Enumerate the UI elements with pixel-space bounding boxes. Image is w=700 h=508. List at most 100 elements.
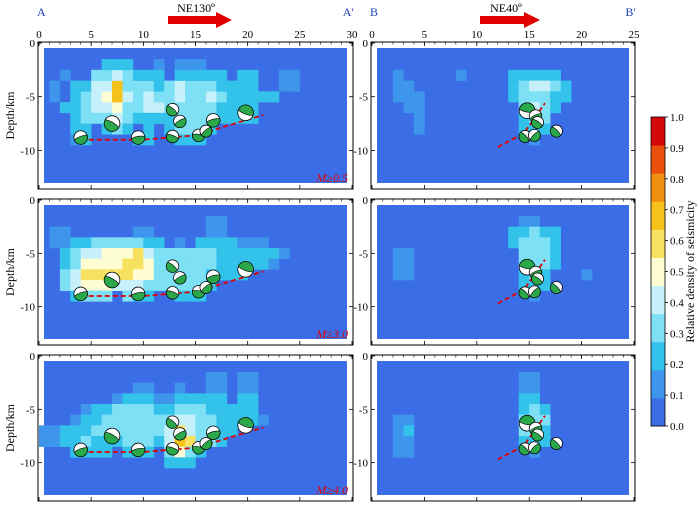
heat-cell — [518, 123, 530, 135]
heat-cell — [70, 436, 82, 447]
heat-cell — [132, 425, 144, 437]
panel-1-1: 0 -5 -10 — [353, 195, 636, 346]
heat-cell — [518, 69, 530, 81]
heat-cell — [101, 102, 113, 114]
x-tick-label: 15 — [524, 29, 536, 41]
beachball — [173, 114, 187, 129]
heat-cell — [392, 91, 404, 103]
beachball — [206, 113, 221, 128]
heat-cell — [91, 404, 102, 415]
heat-cell — [59, 425, 71, 437]
heat-cell — [112, 404, 123, 415]
heat-cell — [185, 112, 196, 124]
beachball — [73, 130, 88, 145]
heat-cell — [268, 258, 280, 270]
heat-cell — [518, 436, 530, 447]
beachball-compression — [550, 126, 562, 138]
colorbar-tick-label: 0.3 — [670, 328, 684, 340]
heat-cell — [174, 134, 186, 146]
heat-cell — [153, 69, 165, 81]
heat-cell — [539, 80, 551, 92]
heat-cell — [216, 258, 228, 270]
heat-cell — [185, 414, 196, 426]
beachball — [237, 417, 254, 434]
heat-cell — [550, 258, 561, 270]
heat-cell — [518, 393, 530, 405]
beachball-compression — [165, 134, 179, 143]
colorbar-tick-label: 0.8 — [670, 174, 684, 186]
heat-cell — [268, 248, 280, 259]
heat-cell — [195, 237, 207, 249]
heat-cell — [185, 91, 196, 103]
heat-cell — [101, 91, 113, 103]
beachball — [206, 425, 221, 440]
heat-cell — [205, 393, 217, 405]
heat-cell — [164, 457, 175, 469]
heat-cell — [247, 382, 259, 394]
heat-cell — [216, 414, 228, 426]
heat-cell — [539, 269, 551, 281]
heat-cell — [91, 414, 102, 426]
heat-cell — [174, 123, 186, 135]
beachball-compression — [131, 448, 146, 457]
colorbar-swatch — [651, 341, 665, 371]
heat-cell — [403, 248, 415, 259]
heat-cell — [101, 237, 113, 249]
heat-cell — [112, 248, 123, 259]
beachball-compression — [531, 431, 543, 442]
fault-line — [497, 415, 546, 461]
heat-cell — [80, 91, 92, 103]
heat-cell — [518, 248, 530, 259]
heat-cell — [174, 280, 186, 291]
colorbar-tick-label: 0.5 — [670, 267, 684, 279]
heat-cell — [80, 258, 92, 270]
heat-cell — [205, 69, 217, 81]
heat-cell — [237, 393, 248, 405]
heat-cell — [550, 237, 561, 249]
heat-cell — [70, 258, 82, 270]
beachball-compression — [531, 275, 543, 286]
heat-cell — [70, 280, 82, 291]
heat-cell — [132, 393, 144, 405]
heat-cell — [174, 258, 186, 270]
y-tick-label: -10 — [353, 458, 368, 470]
beachball-compression — [237, 417, 254, 429]
heat-cell — [278, 248, 290, 259]
heat-cell — [49, 226, 61, 238]
heat-cell — [518, 80, 530, 92]
heat-cell — [392, 446, 404, 458]
heat-cell — [132, 404, 144, 415]
heat-cell — [143, 269, 155, 281]
heat-cell — [392, 269, 404, 281]
heat-cell — [143, 393, 155, 405]
panel-0-0: 0 5 10 15 20 25 30 0 -5 -10 M≥0.5 Depth/km — [3, 29, 358, 190]
magnitude-label: M≥3.0 — [315, 327, 348, 341]
heat-cell — [80, 112, 92, 124]
heat-cell — [59, 280, 71, 291]
heat-cell — [70, 269, 82, 281]
beachball — [73, 286, 88, 302]
heat-cell — [185, 80, 196, 92]
heat-cell — [518, 382, 530, 394]
heat-cell — [195, 248, 207, 259]
heat-cell — [392, 69, 404, 81]
heat-cell — [226, 404, 238, 415]
beachball — [199, 124, 213, 138]
beachball — [531, 116, 544, 129]
heat-cell — [132, 112, 144, 124]
heat-cell — [122, 446, 134, 458]
heat-cell — [403, 80, 415, 92]
heat-cell — [122, 414, 134, 426]
heat-cell — [216, 393, 228, 405]
y-tick-label: -10 — [20, 145, 35, 157]
beachball-compression — [200, 439, 213, 450]
beachball — [191, 128, 206, 143]
beachball — [165, 415, 180, 429]
heat-cell — [185, 102, 196, 114]
heat-cell — [164, 269, 175, 281]
beachball — [165, 102, 180, 117]
heat-cell — [205, 382, 217, 394]
heat-cell — [122, 425, 134, 437]
heat-cell — [143, 258, 155, 270]
profile-header-0: A A′ NE130º — [37, 1, 354, 28]
